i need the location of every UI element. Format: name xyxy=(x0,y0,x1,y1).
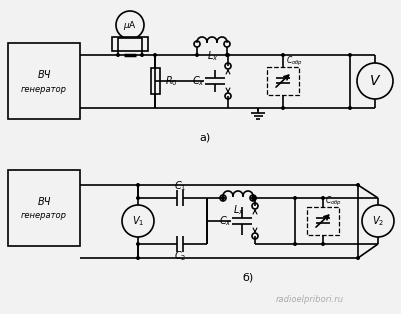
Text: $V_1$: $V_1$ xyxy=(132,214,144,228)
Text: $R_0$: $R_0$ xyxy=(165,74,178,88)
Text: а): а) xyxy=(199,133,211,143)
Circle shape xyxy=(226,53,230,57)
Circle shape xyxy=(250,195,256,201)
Circle shape xyxy=(225,53,229,57)
Bar xyxy=(150,68,160,94)
Circle shape xyxy=(220,195,226,201)
Circle shape xyxy=(321,242,325,246)
Circle shape xyxy=(293,242,297,246)
Text: $L_x$: $L_x$ xyxy=(207,49,219,63)
Circle shape xyxy=(221,196,225,200)
Circle shape xyxy=(252,233,258,239)
Circle shape xyxy=(116,11,144,39)
Circle shape xyxy=(356,256,360,260)
Circle shape xyxy=(281,53,285,57)
Circle shape xyxy=(281,106,285,110)
Circle shape xyxy=(136,196,140,200)
Text: ВЧ: ВЧ xyxy=(37,70,51,80)
Circle shape xyxy=(321,196,325,200)
Text: $C_{обр}$: $C_{обр}$ xyxy=(325,194,342,208)
Text: генератор: генератор xyxy=(21,212,67,220)
Circle shape xyxy=(122,205,154,237)
Text: б): б) xyxy=(242,273,253,283)
Circle shape xyxy=(252,203,258,209)
Bar xyxy=(112,37,148,51)
Circle shape xyxy=(356,183,360,187)
Text: $L_x$: $L_x$ xyxy=(233,203,245,217)
Text: radioelpribori.ru: radioelpribori.ru xyxy=(276,295,344,305)
Circle shape xyxy=(348,53,352,57)
Text: $\mu$A: $\mu$A xyxy=(123,19,137,33)
Circle shape xyxy=(140,53,144,57)
Circle shape xyxy=(253,196,257,200)
Bar xyxy=(8,43,80,119)
Text: $C_2$: $C_2$ xyxy=(174,249,186,263)
Circle shape xyxy=(225,93,231,99)
Text: $C_x$: $C_x$ xyxy=(192,74,205,88)
Circle shape xyxy=(136,183,140,187)
Text: $C_1$: $C_1$ xyxy=(174,179,186,193)
Bar xyxy=(8,170,80,246)
Bar xyxy=(267,67,299,95)
Circle shape xyxy=(224,41,230,47)
Text: $C_{обр}$: $C_{обр}$ xyxy=(286,54,303,68)
Circle shape xyxy=(357,63,393,99)
Bar xyxy=(307,207,339,235)
Circle shape xyxy=(194,41,200,47)
Circle shape xyxy=(136,256,140,260)
Text: $V_2$: $V_2$ xyxy=(372,214,384,228)
Text: V: V xyxy=(370,74,380,88)
Text: ВЧ: ВЧ xyxy=(37,197,51,207)
Circle shape xyxy=(251,196,255,200)
Circle shape xyxy=(348,106,352,110)
Circle shape xyxy=(116,53,120,57)
Text: генератор: генератор xyxy=(21,84,67,94)
Circle shape xyxy=(225,63,231,69)
Circle shape xyxy=(293,196,297,200)
Circle shape xyxy=(362,205,394,237)
Circle shape xyxy=(195,53,199,57)
Circle shape xyxy=(136,242,140,246)
Circle shape xyxy=(153,53,157,57)
Text: $C_x$: $C_x$ xyxy=(219,214,231,228)
